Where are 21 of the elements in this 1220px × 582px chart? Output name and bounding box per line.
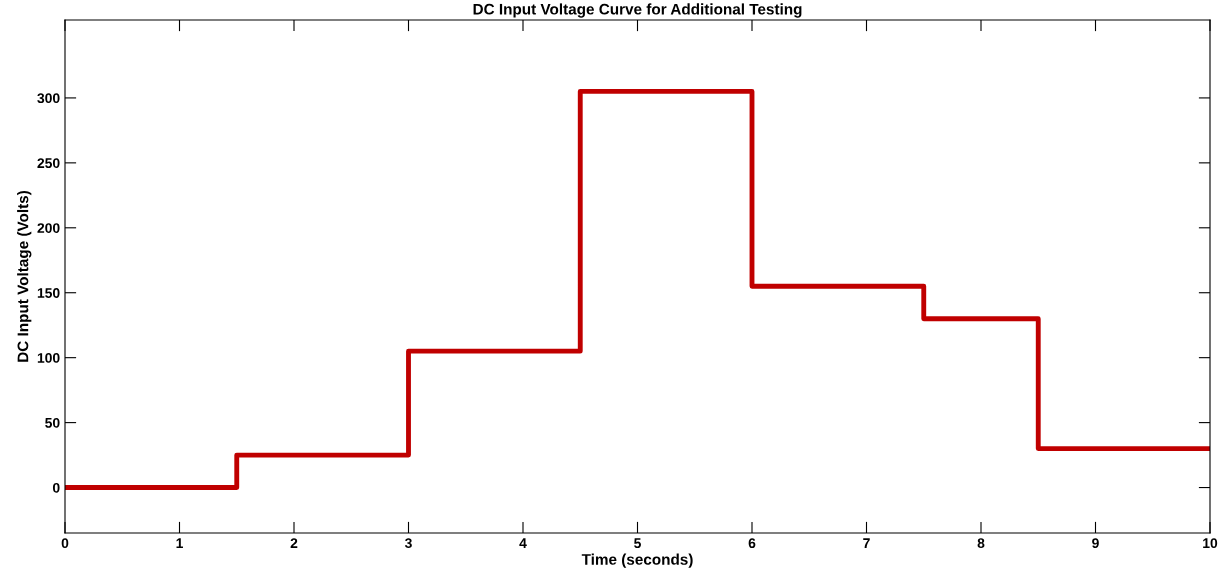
x-tick-label: 2 (290, 538, 298, 548)
x-tick-label: 4 (519, 538, 527, 548)
y-tick-label: 150 (37, 288, 60, 298)
x-tick-label: 10 (1203, 538, 1218, 549)
y-tick-label: 0 (52, 482, 60, 493)
chart-title: DC Input Voltage Curve for Additional Testing (473, 3, 802, 18)
x-tick-label: 5 (634, 538, 641, 549)
x-tick-label: 6 (748, 538, 756, 549)
x-tick-label: 0 (61, 538, 69, 549)
y-tick-label: 250 (37, 158, 60, 169)
y-tick-label: 50 (45, 417, 60, 428)
x-tick-label: 3 (404, 538, 412, 549)
y-tick-label: 300 (37, 93, 60, 104)
x-axis-title: Time (seconds) (581, 553, 693, 568)
x-tick-label: 7 (863, 538, 870, 548)
x-tick-label: 9 (1092, 538, 1099, 549)
x-tick-label: 1 (176, 538, 183, 548)
x-tick-label: 8 (977, 538, 985, 549)
y-axis-title: DC Input Voltage (Volts) (17, 190, 32, 362)
y-tick-label: 200 (37, 223, 60, 233)
y-tick-label: 100 (37, 353, 60, 363)
